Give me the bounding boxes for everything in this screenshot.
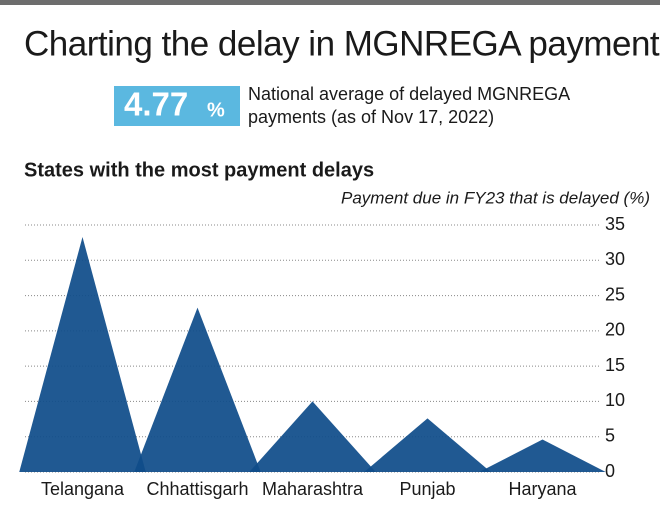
peak	[249, 401, 376, 472]
highlight-number: 4.77	[124, 86, 188, 123]
y-tick-label: 5	[605, 425, 615, 445]
chart-title: Charting the delay in MGNREGA payments	[24, 24, 660, 63]
x-tick-label: Haryana	[508, 479, 577, 499]
top-bar	[0, 0, 660, 5]
highlight-suffix: %	[207, 99, 225, 121]
y-tick-label: 35	[605, 214, 625, 234]
y-tick-label: 20	[605, 320, 625, 340]
peak	[134, 307, 261, 472]
subtitle: States with the most payment delays	[24, 159, 374, 181]
highlight-text: payments (as of Nov 17, 2022)	[248, 107, 494, 127]
highlight-box	[114, 86, 240, 126]
y-tick-label: 25	[605, 284, 625, 304]
x-tick-label: Maharashtra	[262, 479, 364, 499]
y-tick-label: 30	[605, 249, 625, 269]
y-tick-label: 15	[605, 355, 625, 375]
highlight-text: National average of delayed MGNREGA	[248, 84, 570, 104]
y-axis-label: Payment due in FY23 that is delayed (%)	[341, 188, 650, 207]
x-tick-label: Chhattisgarh	[146, 479, 248, 499]
peak	[364, 418, 491, 472]
y-tick-label: 0	[605, 461, 615, 481]
peak	[19, 236, 146, 472]
x-tick-label: Punjab	[399, 479, 455, 499]
peak	[479, 439, 606, 472]
x-tick-label: Telangana	[41, 479, 125, 499]
y-tick-label: 10	[605, 390, 625, 410]
